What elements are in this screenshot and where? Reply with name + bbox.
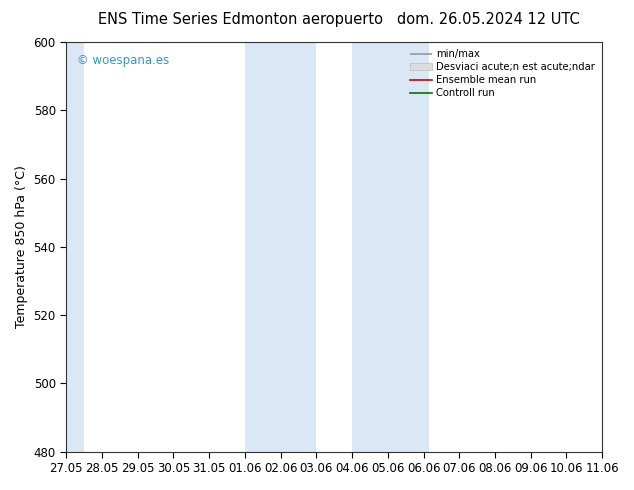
Bar bbox=[352, 42, 429, 452]
Bar bbox=[61, 42, 84, 452]
Legend: min/max, Desviaci acute;n est acute;ndar, Ensemble mean run, Controll run: min/max, Desviaci acute;n est acute;ndar… bbox=[408, 47, 597, 100]
Text: ENS Time Series Edmonton aeropuerto: ENS Time Series Edmonton aeropuerto bbox=[98, 12, 384, 27]
Bar bbox=[245, 42, 316, 452]
Text: dom. 26.05.2024 12 UTC: dom. 26.05.2024 12 UTC bbox=[397, 12, 579, 27]
Text: © woespana.es: © woespana.es bbox=[77, 54, 169, 67]
Y-axis label: Temperature 850 hPa (°C): Temperature 850 hPa (°C) bbox=[15, 166, 28, 328]
